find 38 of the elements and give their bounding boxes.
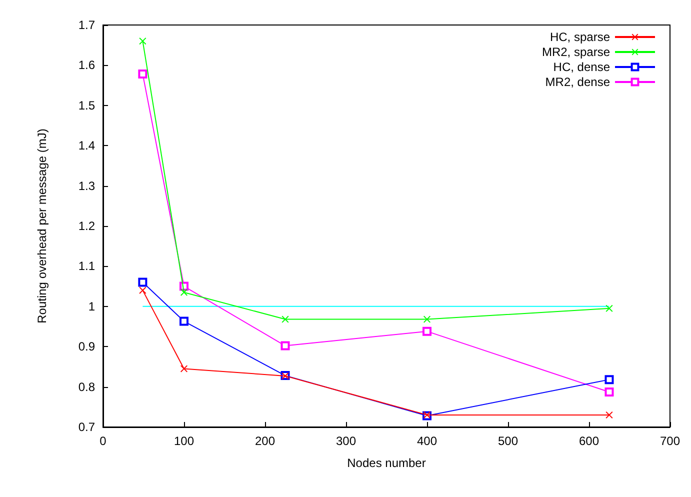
y-tick-label: 1.6: [78, 58, 96, 72]
x-tick-label: 500: [498, 434, 518, 448]
x-axis-title: Nodes number: [347, 456, 426, 470]
y-tick-label: 1.5: [78, 98, 96, 112]
x-tick-label: 700: [660, 434, 680, 448]
y-tick-label: 0.9: [78, 340, 96, 354]
legend-label: HC, dense: [553, 60, 610, 74]
y-tick-label: 1.4: [78, 138, 96, 153]
point: [604, 388, 614, 397]
x-tick-label: 300: [336, 434, 356, 448]
point: [422, 326, 432, 336]
y-tick-label: 1.2: [78, 219, 96, 233]
y-tick-label: 1.1: [78, 259, 96, 274]
point: [606, 304, 613, 312]
legend-label: HC, sparse: [550, 30, 610, 44]
point: [606, 411, 613, 418]
x-tick-label: 100: [174, 434, 194, 448]
x-tick-label: 400: [416, 434, 438, 448]
x-tick-label: 0: [100, 434, 107, 448]
point: [282, 316, 289, 323]
point: [180, 288, 188, 296]
x-tick-label: 600: [578, 434, 600, 448]
point: [139, 286, 146, 294]
point: [138, 278, 148, 287]
y-axis-title: Routing overhead per message (mJ): [35, 128, 49, 324]
point: [180, 316, 188, 326]
point: [139, 38, 146, 45]
y-tick-label: 0.7: [78, 420, 96, 434]
x-tick-label: 200: [254, 434, 276, 448]
legend-label: MR2, dense: [545, 75, 610, 89]
y-tick-label: 1.7: [78, 18, 96, 32]
y-tick-label: 0.8: [78, 380, 96, 394]
point: [604, 375, 614, 384]
point: [138, 70, 148, 79]
legend-label: MR2, sparse: [542, 45, 610, 59]
y-tick-label: 1: [88, 299, 96, 314]
y-tick-label: 1.3: [78, 178, 96, 193]
point: [280, 341, 290, 350]
